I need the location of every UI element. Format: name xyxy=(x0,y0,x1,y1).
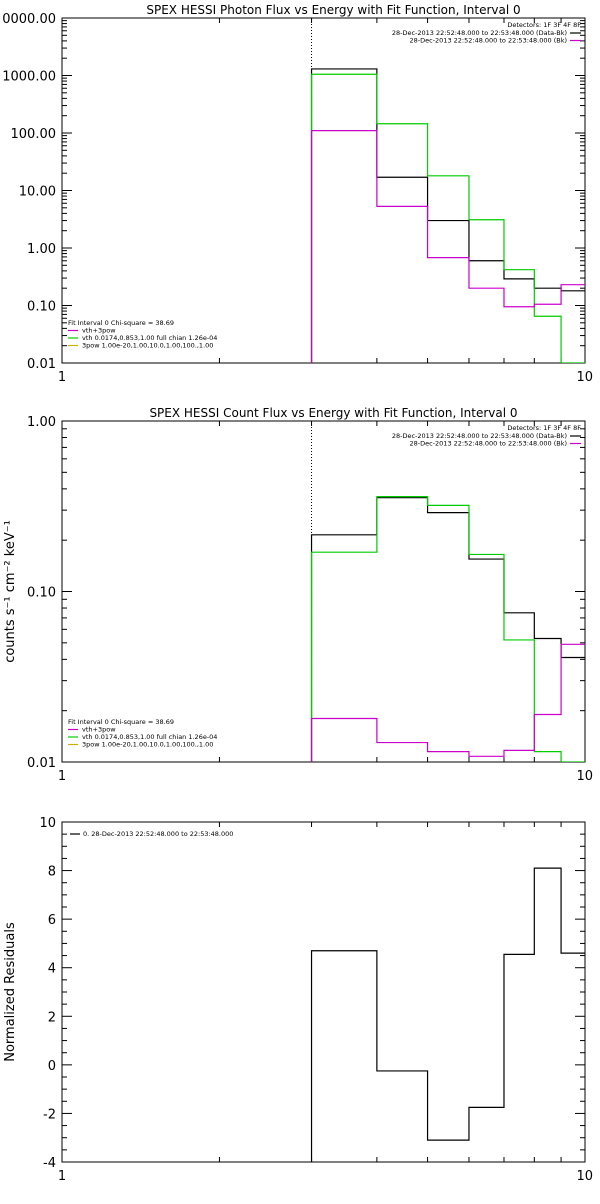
chart1-y-tick-label: 100.00 xyxy=(11,127,57,142)
chart2-legend-detectors: Detectors: 1F 3F 4F 8F xyxy=(507,424,581,432)
chart2-plot-frame xyxy=(61,420,586,763)
chart3-y-tick-label: 2 xyxy=(48,1010,56,1025)
chart1-legend-fit-label: vth 0.0174,0.853,1.00 full chian 1.26e-0… xyxy=(82,334,217,342)
chart1-series-2-step-line xyxy=(310,73,585,363)
chart1-y-tick-label: 0000.00 xyxy=(2,12,56,27)
chart2-legend-entry-label: 28-Dec-2013 22:52:48.000 to 22:53:48.000… xyxy=(392,432,567,440)
chart2-y-tick-label: 0.01 xyxy=(27,756,56,771)
chart1-legend-entry-label: 28-Dec-2013 22:52:48.000 to 22:53:48.000… xyxy=(410,37,568,45)
chart2-y-axis-label: counts s⁻¹ cm⁻² keV⁻¹ xyxy=(3,520,18,663)
chart2-legend-fit-label: 3pow 1.00e-20,1.00,10.0,1.00,100.,1.00 xyxy=(82,741,213,749)
chart1-y-tick-label: 1000.00 xyxy=(2,70,56,85)
chart2-legend-fit-label: vth+3pow xyxy=(82,726,116,734)
chart1-plot-frame xyxy=(61,17,586,364)
chart2-series-2-step-line xyxy=(310,496,585,762)
chart2-title: SPEX HESSI Count Flux vs Energy with Fit… xyxy=(149,406,517,420)
chart2-y-tick-label: 1.00 xyxy=(27,415,56,430)
chart1-x-tick-label: 10 xyxy=(576,370,593,385)
chart3-y-tick-label: 4 xyxy=(48,962,56,977)
chart3-plot-frame xyxy=(61,821,586,1163)
chart2-legend-entry-label: 28-Dec-2013 22:52:48.000 to 22:53:48.000… xyxy=(410,440,568,448)
chart2-legend-fit-label: vth 0.0174,0.853,1.00 full chian 1.26e-0… xyxy=(82,733,217,741)
chart2-series-1-step-line xyxy=(310,497,585,762)
chart1-legend-fit-label: vth+3pow xyxy=(82,327,116,335)
chart3-series-1-step-line xyxy=(310,867,585,1162)
chart3-y-axis-label: Normalized Residuals xyxy=(3,922,18,1062)
chart3-y-tick-label: 0 xyxy=(48,1059,56,1074)
chart2-legend-fit-header: Fit Interval 0 Chi-square = 38.69 xyxy=(68,718,174,726)
chart3-x-tick-label: 10 xyxy=(576,1169,593,1184)
chart3-y-tick-label: -2 xyxy=(43,1107,56,1122)
chart1-y-tick-label: 0.01 xyxy=(27,357,56,372)
chart2-y-tick-label: 0.10 xyxy=(27,586,56,601)
chart2-x-tick-label: 10 xyxy=(576,769,593,784)
chart3-y-tick-label: 6 xyxy=(48,913,56,928)
chart3-y-tick-label: -4 xyxy=(43,1156,56,1171)
chart1-y-tick-label: 0.10 xyxy=(27,300,56,315)
chart1-series-3-step-line xyxy=(310,130,585,363)
chart1-legend-detectors: Detectors: 1F 3F 4F 8F xyxy=(507,21,581,29)
chart3-legend-entry-label: 0. 28-Dec-2013 22:52:48.000 to 22:53:48.… xyxy=(83,830,233,838)
chart3-x-tick-label: 1 xyxy=(58,1169,66,1184)
chart1-legend-fit-header: Fit Interval 0 Chi-square = 38.69 xyxy=(68,319,174,327)
chart1-legend-entry-label: 28-Dec-2013 22:52:48.000 to 22:53:48.000… xyxy=(392,29,567,37)
chart1-x-tick-label: 1 xyxy=(58,370,66,385)
chart2-series-3-step-line xyxy=(310,643,585,762)
chart1-y-tick-label: 10.00 xyxy=(19,185,56,200)
chart3-y-tick-label: 8 xyxy=(48,865,56,880)
chart1-legend-fit-label: 3pow 1.00e-20,1.00,10.0,1.00,100.,1.00 xyxy=(82,342,213,350)
chart1-series-1-step-line xyxy=(310,68,585,363)
chart2-x-tick-label: 1 xyxy=(58,769,66,784)
chart1-y-tick-label: 1.00 xyxy=(27,242,56,257)
chart3-y-tick-label: 10 xyxy=(39,816,56,831)
chart1-title: SPEX HESSI Photon Flux vs Energy with Fi… xyxy=(146,3,520,17)
